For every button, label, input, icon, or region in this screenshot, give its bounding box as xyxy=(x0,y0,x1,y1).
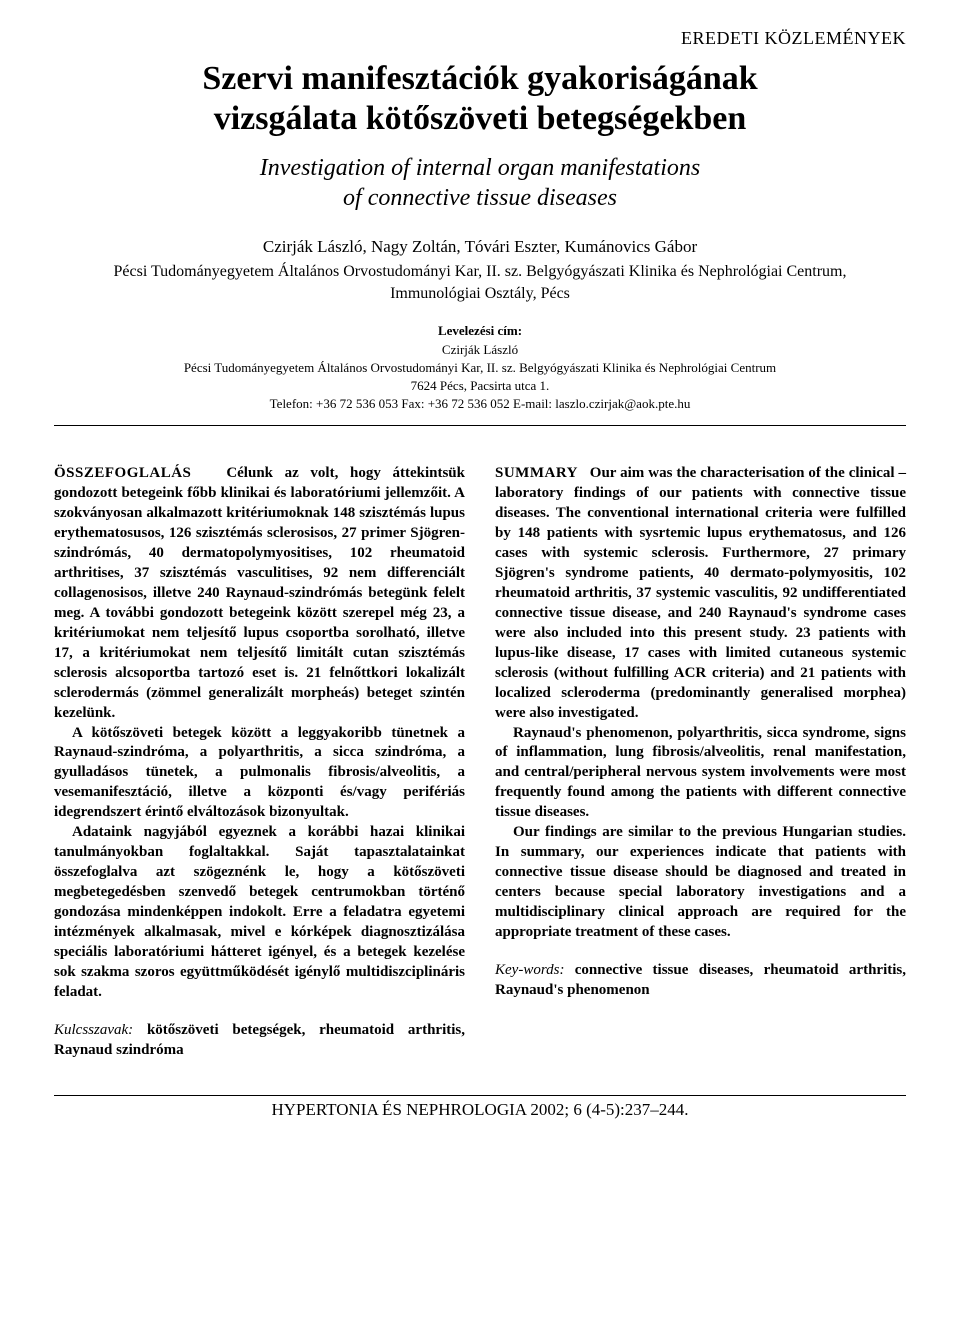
abstract-hu-column: ÖSSZEFOGLALÁS Célunk az volt, hogy áttek… xyxy=(54,464,465,1060)
article-title-hu: Szervi manifesztációk gyakoriságának viz… xyxy=(54,59,906,139)
authors-line: Czirják László, Nagy Zoltán, Tóvári Eszt… xyxy=(54,237,906,257)
subtitle-line1: Investigation of internal organ manifest… xyxy=(260,155,700,181)
abstract-en-column: SUMMARY Our aim was the characterisation… xyxy=(495,464,906,1060)
keywords-hu: Kulcsszavak: kötőszöveti betegségek, rhe… xyxy=(54,1021,465,1061)
abstract-hu-p3: Adataink nagyjából egyeznek a korábbi ha… xyxy=(54,824,465,1000)
footer-citation: HYPERTONIA ÉS NEPHROLOGIA 2002; 6 (4-5):… xyxy=(54,1095,906,1120)
correspondence-block: Levelezési cím: Czirják László Pécsi Tud… xyxy=(54,322,906,413)
abstract-en-label: SUMMARY xyxy=(495,465,578,481)
divider-rule xyxy=(54,425,906,426)
correspondence-addr2: 7624 Pécs, Pacsirta utca 1. xyxy=(411,378,550,393)
abstract-en-p2: Raynaud's phenomenon, polyarthritis, sic… xyxy=(495,725,906,821)
title-line1: Szervi manifesztációk gyakoriságának xyxy=(202,60,757,97)
abstract-columns: ÖSSZEFOGLALÁS Célunk az volt, hogy áttek… xyxy=(54,464,906,1060)
abstract-hu-p2: A kötőszöveti betegek között a leggyakor… xyxy=(54,725,465,821)
affiliation-line1: Pécsi Tudományegyetem Általános Orvostud… xyxy=(113,263,846,280)
correspondence-label: Levelezési cím: xyxy=(438,323,522,338)
affiliation-line2: Immunológiai Osztály, Pécs xyxy=(390,285,570,302)
section-header: EREDETI KÖZLEMÉNYEK xyxy=(54,28,906,49)
correspondence-contact: Telefon: +36 72 536 053 Fax: +36 72 536 … xyxy=(270,396,691,411)
abstract-en-p3: Our findings are similar to the previous… xyxy=(495,824,906,940)
article-title-en: Investigation of internal organ manifest… xyxy=(54,153,906,213)
abstract-en-p1: Our aim was the characterisation of the … xyxy=(495,465,906,720)
correspondence-name: Czirják László xyxy=(442,342,518,357)
abstract-hu-label: ÖSSZEFOGLALÁS xyxy=(54,465,191,481)
keywords-hu-label: Kulcsszavak: xyxy=(54,1022,133,1038)
title-line2: vizsgálata kötőszöveti betegségekben xyxy=(214,100,747,137)
affiliation: Pécsi Tudományegyetem Általános Orvostud… xyxy=(54,261,906,304)
correspondence-addr1: Pécsi Tudományegyetem Általános Orvostud… xyxy=(184,360,776,375)
subtitle-line2: of connective tissue diseases xyxy=(343,185,617,211)
abstract-hu-p1: Célunk az volt, hogy áttekintsük gondozo… xyxy=(54,465,465,720)
keywords-en: Key-words: connective tissue diseases, r… xyxy=(495,961,906,1001)
keywords-en-label: Key-words: xyxy=(495,962,564,978)
